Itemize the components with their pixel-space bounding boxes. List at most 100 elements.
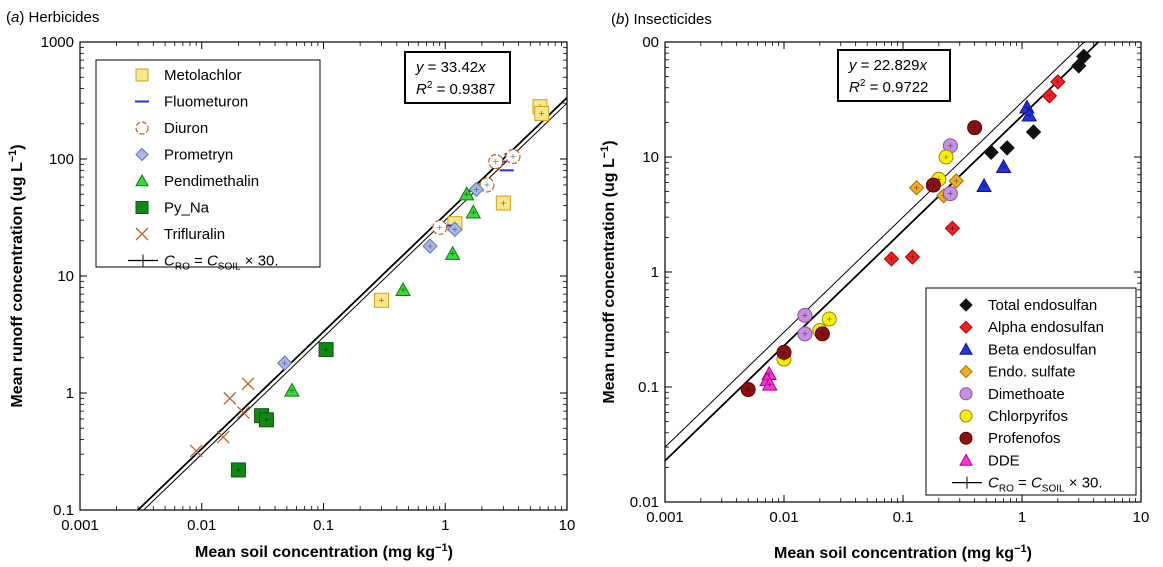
a-point-crosshair	[282, 360, 288, 366]
b-legend-label: DDE	[988, 452, 1020, 469]
b-legend-marker	[959, 298, 973, 312]
b-legend-label: Profenofos	[988, 430, 1061, 447]
a-legend-label: Metolachlor	[164, 67, 242, 84]
panel-b-r-squared: R2 = 0.9722	[849, 78, 928, 96]
a-point-crosshair	[484, 182, 490, 188]
panel-b-fit-equation: y = 22.829x	[848, 57, 927, 74]
b-point-crosshair	[781, 349, 787, 355]
b-legend-label: Endo. sulfate	[988, 364, 1076, 381]
a-y-tick-label: 1	[66, 385, 74, 402]
a-point-crosshair	[493, 159, 499, 165]
b-legend-label: Chlorpyrifos	[988, 408, 1068, 425]
b-point-crosshair	[1024, 104, 1030, 110]
b-point-crosshair	[1026, 112, 1032, 118]
panel-a-title: (a) Herbicides	[6, 9, 99, 26]
b-point-crosshair	[767, 382, 773, 388]
a-y-tick-label: 10	[57, 268, 74, 285]
a-point-crosshair	[452, 226, 458, 232]
panel-a-label-letter: a	[11, 9, 19, 26]
a-legend-label: Diuron	[164, 120, 208, 137]
a-legend-ref-label: CRO = CSOIL × 30.	[164, 253, 279, 273]
a-legend-label: Py_Na	[164, 200, 210, 217]
b-x-tick-label: 0.01	[769, 509, 798, 526]
panel-a-legend	[95, 59, 321, 268]
b-point-crosshair	[745, 387, 751, 393]
a-y-tick-label: 0.1	[53, 502, 74, 519]
panel-a-points	[189, 99, 550, 478]
a-legend-label: Fluometuron	[164, 94, 248, 111]
b-point-crosshair	[972, 125, 978, 131]
panel-a-axes: 0.001 0.01 0.1 1 10 0.1 1 10 100 1000	[41, 34, 576, 534]
panel-b-title: (b) Insecticides	[611, 11, 712, 28]
a-point-crosshair	[437, 224, 443, 230]
a-legend-marker	[135, 68, 149, 82]
a-legend-label: Prometryn	[164, 147, 233, 164]
b-legend-marker	[959, 320, 973, 334]
b-point-crosshair	[949, 225, 955, 231]
a-point-trifluralin	[241, 377, 255, 391]
b-legend-marker	[959, 342, 973, 355]
a-point-crosshair	[323, 347, 329, 353]
b-point-crosshair	[1031, 129, 1037, 135]
a-ref-mult: × 30.	[241, 253, 279, 270]
a-x-tick-label: 1	[441, 517, 449, 534]
panel-a-label-paren: (	[6, 9, 11, 26]
panel-herbicides: (a) Herbicides 0.001 0.01 0.1 1 10 0.1 1 10 100 1…	[6, 9, 575, 561]
a-legend-label: Pendimethalin	[164, 173, 259, 190]
b-point-crosshair	[930, 182, 936, 188]
b-point-crosshair	[988, 149, 994, 155]
b-point-crosshair	[1046, 93, 1052, 99]
a-ref-sub2: SOIL	[218, 262, 241, 273]
a-legend-marker	[135, 173, 149, 187]
b-ref-c1: C	[988, 475, 999, 492]
a-ref-eq: =	[190, 253, 207, 270]
a-point-crosshair	[427, 243, 433, 249]
b-ref-mult: × 30.	[1065, 475, 1103, 492]
a-point-crosshair	[263, 417, 269, 423]
b-legend-label: Dimethoate	[988, 386, 1065, 403]
a-point-crosshair	[450, 251, 456, 257]
a-point-crosshair	[470, 209, 476, 215]
a-point-crosshair	[235, 467, 241, 473]
b-point-crosshair	[947, 191, 953, 197]
a-y-tick-label: 100	[49, 151, 74, 168]
a-x-tick-label: 0.001	[61, 517, 99, 534]
a-point-crosshair	[500, 200, 506, 206]
b-point-crosshair	[953, 178, 959, 184]
panel-a-x-axis-label: Mean soil concentration (mg kg−1)	[195, 542, 453, 561]
b-point-crosshair	[914, 185, 920, 191]
panel-b-label-close: ) Insecticides	[624, 11, 712, 28]
b-reference-line	[664, 41, 1085, 448]
b-y-tick-label: 1	[651, 264, 659, 281]
b-legend-marker	[959, 453, 973, 466]
panel-a-legend-items: Metolachlor Fluometuron Diuron Prometryn Pen…	[128, 67, 279, 273]
b-point-crosshair	[981, 183, 987, 189]
a-legend-marker	[135, 227, 149, 241]
b-y-tick-label: 0.01	[630, 494, 659, 511]
b-y-tick-label: 00	[642, 34, 659, 51]
a-x-tick-label: 0.01	[187, 517, 216, 534]
b-legend-marker	[959, 431, 973, 445]
a-point-crosshair	[473, 186, 479, 192]
a-point-crosshair	[400, 287, 406, 293]
a-point-trifluralin	[223, 391, 237, 405]
b-point-crosshair	[802, 312, 808, 318]
b-x-tick-label: 0.001	[646, 509, 684, 526]
b-legend-marker	[959, 409, 973, 423]
b-legend-ref-label: CRO = CSOIL × 30.	[988, 475, 1103, 495]
a-legend-label: Trifluralin	[164, 226, 225, 243]
b-point-crosshair	[909, 254, 915, 260]
panel-a-fit-annotation	[404, 51, 511, 104]
panel-b-fit-annotation	[837, 49, 951, 102]
a-legend-marker	[135, 147, 149, 162]
panel-insecticides: (b) Insecticides 0.001 0.01 0.1 1 100.010.11…	[599, 11, 1149, 562]
a-x-tick-label: 10	[559, 517, 576, 534]
panel-b-points	[740, 48, 1092, 398]
a-point-crosshair	[379, 297, 385, 303]
b-point-crosshair	[1004, 145, 1010, 151]
a-point-crosshair	[510, 154, 516, 160]
b-legend-label: Alpha endosulfan	[988, 319, 1104, 336]
panel-b-x-axis-label: Mean soil concentration (mg kg−1)	[774, 543, 1032, 562]
